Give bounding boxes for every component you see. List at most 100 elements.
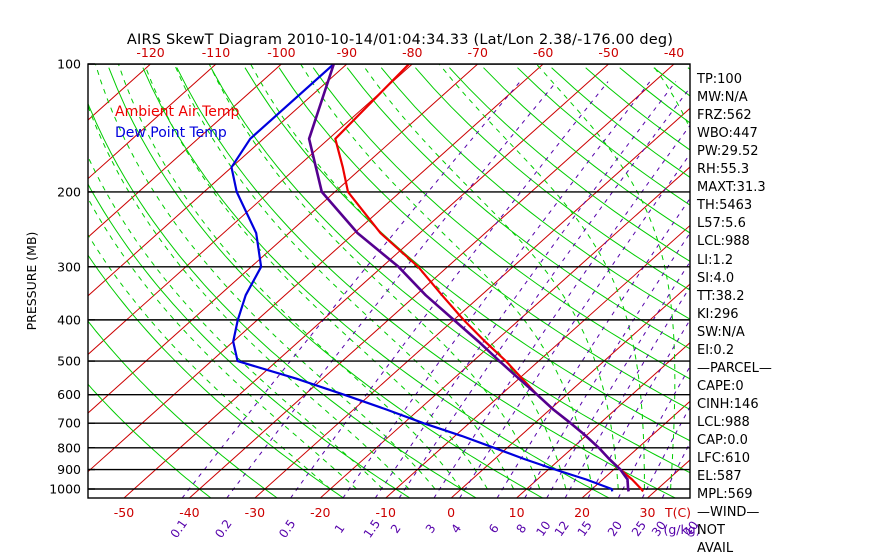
y-axis-title: PRESSURE (MB) <box>24 232 39 331</box>
bottom-temp-tick-label: -10 <box>376 505 396 520</box>
isotherm-line <box>254 107 690 498</box>
sounding-param: TH:5463 <box>697 198 753 214</box>
profile-ambient-air-temp <box>334 64 644 493</box>
sounding-param: KI:296 <box>697 306 739 322</box>
sounding-param: —PARCEL— <box>697 360 772 376</box>
sounding-param: EL:587 <box>697 469 742 485</box>
top-temp-tick-label: -90 <box>337 45 357 60</box>
isotherm-line <box>778 64 870 498</box>
profile-dew-point-temp <box>230 64 614 492</box>
dry-adiabat-line <box>517 67 690 206</box>
mixing-ratio-tick-label: 20 <box>605 518 625 539</box>
dry-adiabat-line <box>824 68 870 498</box>
dry-adiabat-line <box>790 68 870 498</box>
moist-adiabat-line <box>143 64 488 490</box>
mixing-ratio-tick-label: 0.5 <box>276 517 298 541</box>
moist-adiabat-line <box>88 197 357 490</box>
pressure-tick-label: 200 <box>57 184 81 199</box>
sounding-param: NOT <box>697 523 725 539</box>
sounding-param: MW:N/A <box>697 90 748 106</box>
x-axis-mixing-label: (g/kg) <box>663 522 700 537</box>
mixing-ratio-tick-label: 2 <box>388 522 404 536</box>
moist-adiabat-line <box>536 64 676 490</box>
top-temp-tick-label: -110 <box>202 45 230 60</box>
isotherm-line <box>450 283 690 498</box>
sounding-param: MAXT:31.3 <box>697 180 766 196</box>
bottom-temp-tick-label: -50 <box>114 505 134 520</box>
x-axis-temp-label: T(C) <box>664 505 691 520</box>
mixing-ratio-tick-label: 1.5 <box>361 517 383 541</box>
dry-adiabat-line <box>88 383 212 498</box>
isotherm-line <box>189 64 675 498</box>
pressure-tick-label: 300 <box>57 259 81 274</box>
bottom-temp-tick-label: -30 <box>245 505 265 520</box>
mixing-ratio-line <box>226 81 557 498</box>
isotherm-line <box>516 342 690 498</box>
dry-adiabat-line <box>653 67 690 97</box>
mixing-ratio-tick-label: 10 <box>533 518 553 539</box>
mixing-ratio-line <box>181 81 521 498</box>
moist-adiabat-line <box>749 64 838 489</box>
moist-adiabat-line <box>88 155 384 490</box>
sounding-param: CAPE:0 <box>697 378 744 394</box>
sounding-param: LCL:988 <box>697 234 750 250</box>
mixing-ratio-line <box>290 81 609 498</box>
mixing-ratio-line <box>496 197 690 498</box>
sounding-param: SW:N/A <box>697 324 745 340</box>
sounding-param: RH:55.3 <box>697 162 750 178</box>
mixing-ratio-tick-label: 12 <box>552 518 572 539</box>
sounding-param: LCL:988 <box>697 414 750 430</box>
bottom-temp-tick-label: -20 <box>310 505 330 520</box>
pressure-tick-label: 900 <box>57 462 81 477</box>
mixing-ratio-tick-label: 0.1 <box>168 517 190 541</box>
pressure-tick-label: 600 <box>57 387 81 402</box>
moist-adiabat-line <box>361 64 619 490</box>
top-temp-tick-label: -120 <box>136 45 164 60</box>
mixing-ratio-tick-label: 4 <box>448 522 464 536</box>
mixing-ratio-line <box>398 86 690 498</box>
dry-adiabat-line <box>858 68 870 498</box>
dry-adiabat-line <box>88 102 477 498</box>
legend-dew-point-temp: Dew Point Temp <box>115 125 227 141</box>
pressure-tick-label: 100 <box>57 57 81 72</box>
isotherm-line <box>581 400 690 498</box>
mixing-ratio-tick-label: 25 <box>629 518 649 539</box>
bottom-temp-tick-label: 20 <box>574 505 590 520</box>
sounding-param: L57:5.6 <box>697 216 746 232</box>
sounding-param: EI:0.2 <box>697 342 735 358</box>
moist-adiabat-line <box>438 64 645 489</box>
mixing-ratio-line <box>564 286 690 498</box>
mixing-ratio-tick-label: 8 <box>514 522 530 536</box>
moist-adiabat-line <box>208 64 541 490</box>
bottom-temp-tick-label: 10 <box>509 505 525 520</box>
dry-adiabat-line <box>278 67 690 411</box>
pressure-tick-label: 1000 <box>49 481 81 496</box>
top-temp-tick-label: -50 <box>598 45 618 60</box>
sounding-param: CAP:0.0 <box>697 433 748 448</box>
moist-adiabat-line <box>88 104 410 490</box>
plot-frame <box>87 63 691 499</box>
profile-parcel <box>307 64 630 492</box>
sounding-param: AVAIL <box>697 541 734 557</box>
mixing-ratio-line <box>524 232 690 498</box>
mixing-ratio-tick-label: 1 <box>332 522 348 536</box>
mixing-ratio-tick-label: 0.2 <box>212 517 234 541</box>
mixing-ratio-tick-label: 15 <box>575 518 595 539</box>
mixing-ratio-line <box>546 260 690 498</box>
legend-ambient-air-temp: Ambient Air Temp <box>115 104 240 120</box>
dry-adiabat-line <box>346 67 690 350</box>
mixing-ratio-line <box>661 441 690 498</box>
moist-adiabat-line <box>117 64 462 490</box>
mixing-ratio-tick-label: 6 <box>486 522 502 536</box>
dry-adiabat-line <box>88 254 344 498</box>
top-temp-tick-label: -40 <box>664 45 684 60</box>
sounding-param: SI:4.0 <box>697 270 735 286</box>
sounding-param: TT:38.2 <box>697 288 745 304</box>
top-temp-tick-label: -100 <box>267 45 295 60</box>
isotherm-line <box>844 64 870 498</box>
isotherm-line <box>647 459 690 498</box>
isotherm-line <box>0 64 20 498</box>
mixing-ratio-line <box>342 81 651 498</box>
